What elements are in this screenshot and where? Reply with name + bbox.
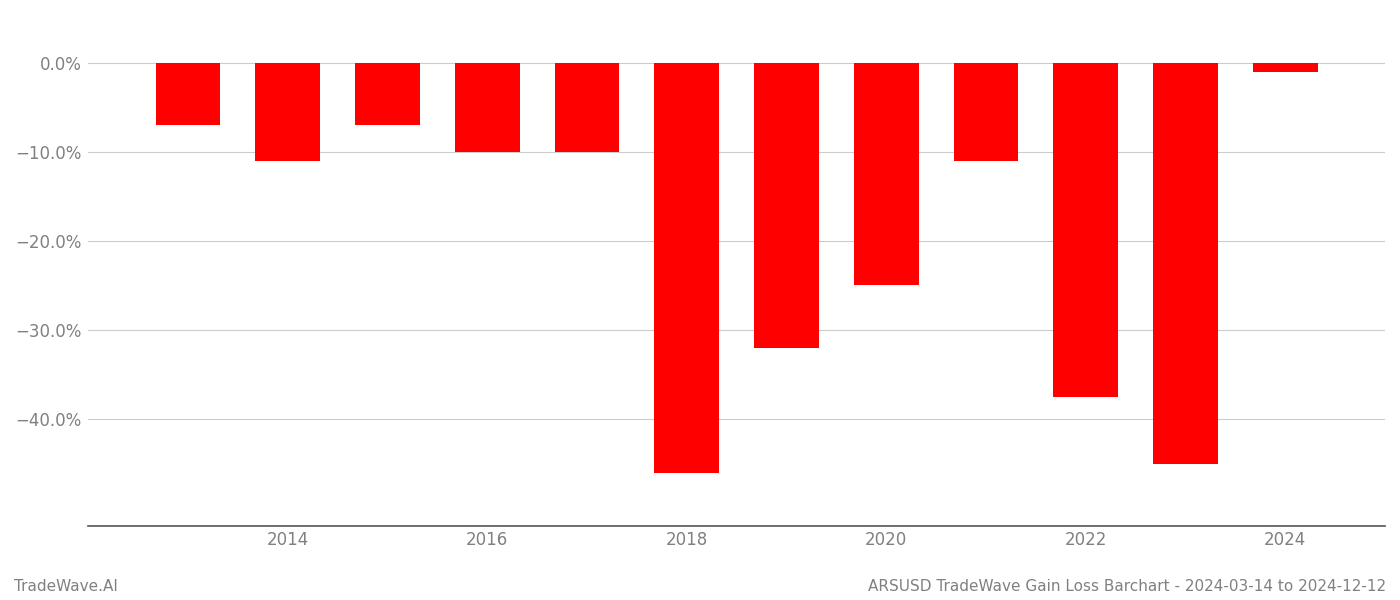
Text: ARSUSD TradeWave Gain Loss Barchart - 2024-03-14 to 2024-12-12: ARSUSD TradeWave Gain Loss Barchart - 20… [868,579,1386,594]
Bar [155,62,220,125]
Bar [255,62,321,161]
Bar [953,62,1018,161]
Bar [1154,62,1218,464]
Bar [654,62,720,473]
Bar [455,62,519,152]
Bar [554,62,619,152]
Text: TradeWave.AI: TradeWave.AI [14,579,118,594]
Bar [854,62,918,286]
Bar [755,62,819,348]
Bar [1053,62,1119,397]
Bar [356,62,420,125]
Bar [1253,62,1317,71]
